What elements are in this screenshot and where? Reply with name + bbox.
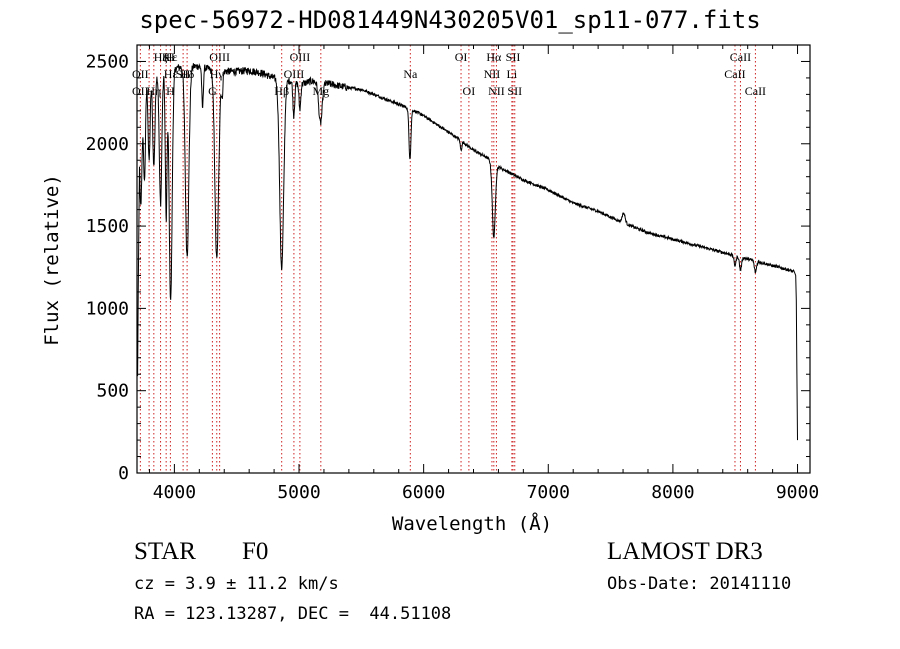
x-tick-label: 8000 — [651, 482, 694, 503]
marker-label: OII — [132, 67, 149, 81]
marker-label: CaII — [724, 67, 745, 81]
marker-label: CaII — [730, 50, 751, 64]
marker-label: SII — [506, 50, 521, 64]
x-tick-label: 7000 — [527, 482, 570, 503]
x-tick-label: 9000 — [776, 482, 819, 503]
y-tick-label: 1000 — [86, 298, 129, 319]
marker-label: OIII — [209, 50, 230, 64]
y-tick-label: 500 — [96, 381, 129, 402]
line-markers — [139, 45, 756, 473]
marker-label: Li — [507, 67, 518, 81]
y-tick-label: 1500 — [86, 216, 129, 237]
survey-name: LAMOST DR3 — [607, 538, 763, 565]
marker-label: Hβ — [274, 84, 289, 98]
marker-label: Na — [403, 67, 418, 81]
marker-label: Hη — [146, 84, 161, 98]
object-subclass: F0 — [242, 538, 269, 565]
y-tick-label: 0 — [118, 463, 129, 484]
y-tick-label: 2500 — [86, 51, 129, 72]
marker-label: Hγ — [210, 67, 225, 81]
marker-label: Mg — [312, 84, 329, 98]
marker-label: NII — [484, 67, 501, 81]
marker-label: SII — [507, 84, 522, 98]
coordinates-readout: RA = 123.13287, DEC = 44.51108 — [134, 604, 452, 624]
x-tick-label: 4000 — [153, 482, 196, 503]
x-axis-label: Wavelength (Å) — [392, 512, 552, 535]
redshift-readout: cz = 3.9 ± 11.2 km/s — [134, 574, 339, 594]
chart-title: spec-56972-HD081449N430205V01_sp11-077.f… — [139, 6, 761, 34]
marker-label: OI — [455, 50, 468, 64]
spectrum-line — [137, 62, 798, 441]
marker-label: K — [162, 50, 171, 64]
marker-label: OIII — [284, 67, 305, 81]
marker-label: OIII — [290, 50, 311, 64]
marker-label: G — [208, 84, 217, 98]
x-tick-label: 6000 — [402, 482, 445, 503]
y-tick-label: 2000 — [86, 134, 129, 155]
marker-label: Hε — [164, 50, 178, 64]
marker-label: Hδ — [180, 67, 195, 81]
plot-frame — [136, 44, 811, 474]
marker-label: Hα — [486, 50, 502, 64]
marker-label: H — [166, 84, 175, 98]
marker-label: SII — [176, 67, 191, 81]
axes: 4000 5000 6000 7000 8000 9000 0 500 1000 1500 2000… — [86, 45, 819, 503]
marker-label: Hζ — [154, 50, 168, 64]
marker-label: Hε — [164, 67, 178, 81]
marker-label: OII — [132, 84, 149, 98]
x-tick-label: 5000 — [277, 482, 320, 503]
observation-date: Obs-Date: 20141110 — [607, 574, 792, 594]
y-axis-label: Flux (relative) — [41, 174, 63, 346]
marker-label: CaII — [745, 84, 766, 98]
marker-label: OI — [463, 84, 476, 98]
object-class: STAR — [134, 538, 196, 565]
marker-label: H — [166, 50, 175, 64]
marker-label: NII — [488, 84, 505, 98]
